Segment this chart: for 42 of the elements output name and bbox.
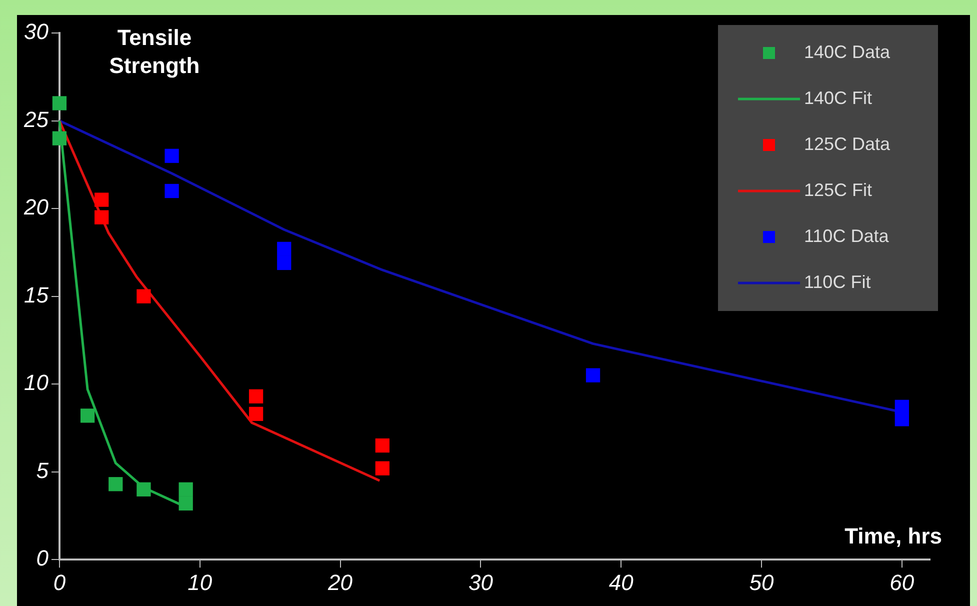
point [248, 389, 264, 404]
x-tick-label: 0 [53, 570, 66, 595]
point [894, 412, 909, 426]
y-tick-label: 20 [22, 194, 50, 220]
x-tick-label: 50 [749, 570, 775, 595]
y-tick-label: 10 [24, 370, 50, 396]
x-axis-title: Time, hrs [844, 524, 942, 549]
point [164, 184, 179, 198]
point [94, 210, 109, 224]
legend-label: 110C Fit [804, 272, 871, 292]
y-tick-label: 25 [22, 106, 50, 132]
legend-label: 125C Data [804, 134, 892, 154]
point [94, 192, 109, 207]
legend-label: 125C Fit [804, 180, 872, 200]
point [375, 461, 390, 476]
y-axis-title: Tensile Strength [109, 25, 200, 78]
y-tick-label: 0 [36, 546, 50, 571]
x-tick-label: 30 [468, 570, 494, 595]
point [52, 96, 67, 110]
y-tick-label: 30 [24, 19, 50, 44]
point [178, 496, 193, 510]
point [277, 256, 292, 270]
point [248, 406, 264, 421]
point [52, 131, 67, 146]
x-tick-label: 10 [188, 570, 213, 595]
point [136, 482, 151, 496]
legend-label: 140C Data [804, 42, 892, 62]
point [375, 438, 390, 453]
point [108, 477, 123, 492]
point [586, 368, 600, 382]
point [136, 289, 151, 304]
legend-label: 110C Data [804, 226, 890, 246]
x-tick-label: 60 [890, 570, 915, 595]
x-tick-label: 40 [608, 570, 634, 595]
point [277, 242, 292, 256]
y-tick-label: 5 [36, 458, 50, 483]
point [164, 148, 179, 163]
point [178, 482, 193, 496]
point [80, 408, 95, 423]
legend-label: 140C Fit [804, 88, 872, 108]
x-tick-label: 20 [327, 570, 354, 595]
y-tick-label: 15 [24, 282, 50, 308]
